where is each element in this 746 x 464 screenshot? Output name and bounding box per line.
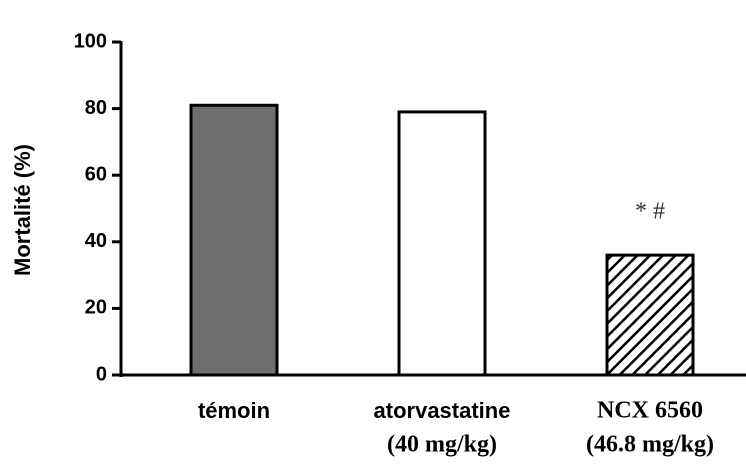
- bar: [605, 253, 695, 377]
- y-tick-label: 20: [85, 297, 107, 319]
- x-tick-sublabel: (40 mg/kg): [387, 432, 497, 458]
- y-tick-label: 60: [85, 163, 107, 185]
- bar: [397, 110, 487, 377]
- x-tick-sublabel: (46.8 mg/kg): [586, 432, 714, 458]
- x-tick-label: témoin: [198, 398, 270, 423]
- annotation: * #: [635, 199, 665, 225]
- y-tick-label: 80: [85, 97, 107, 119]
- y-tick-label: 0: [96, 363, 107, 385]
- x-tick-label: NCX 6560: [597, 398, 703, 424]
- bar: [189, 103, 279, 377]
- y-axis-label: Mortalité (%): [10, 144, 35, 276]
- y-tick-label: 100: [74, 30, 107, 52]
- x-tick-label: atorvastatine: [374, 398, 511, 423]
- y-tick-label: 40: [85, 230, 107, 252]
